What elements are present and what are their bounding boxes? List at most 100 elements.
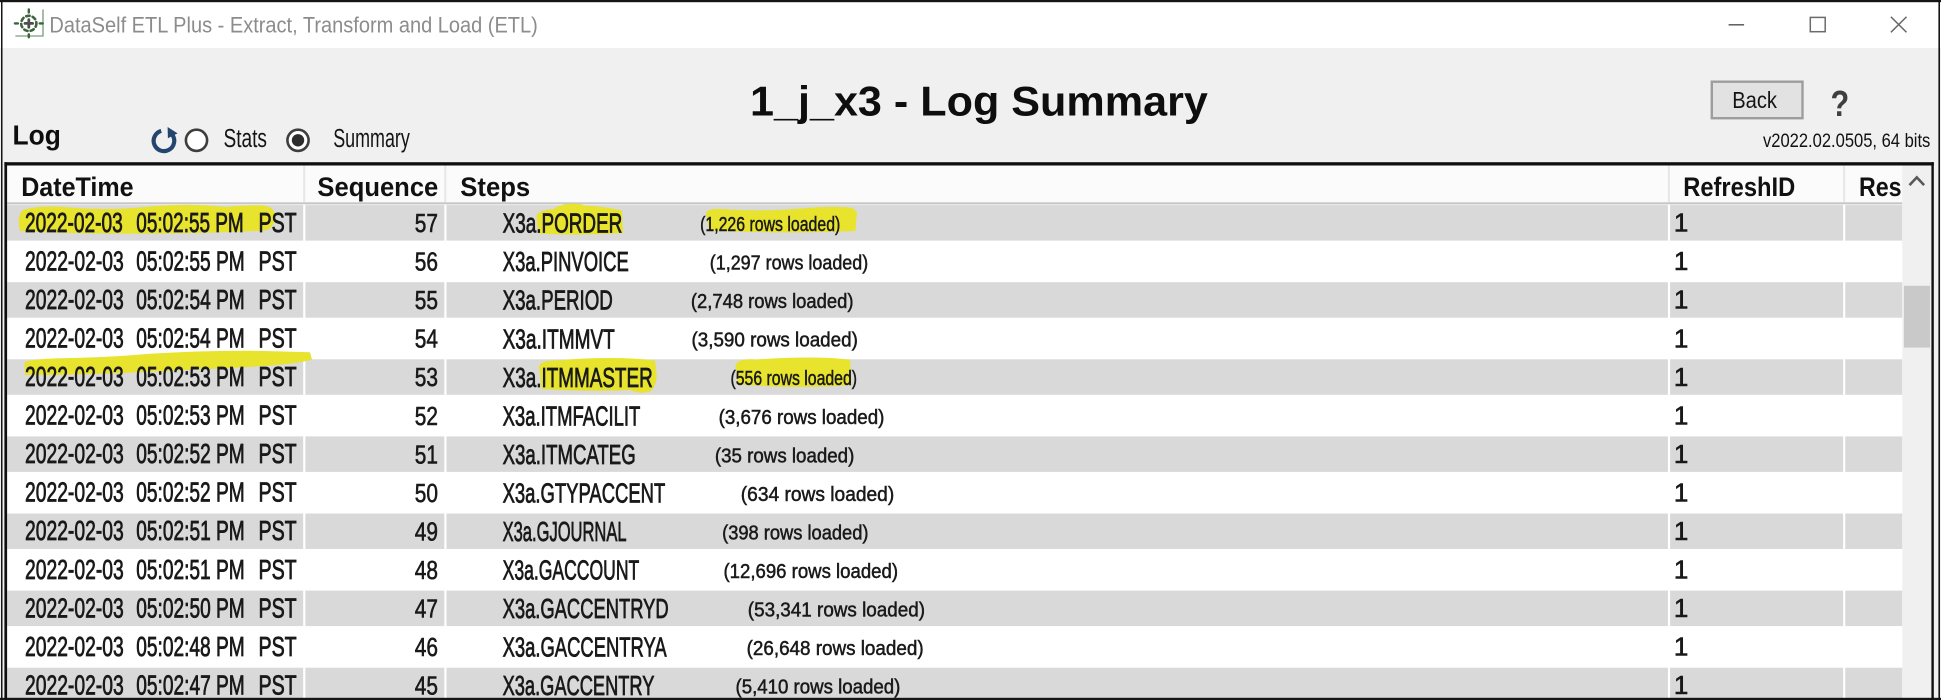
svg-text:(3,590 rows loaded): (3,590 rows loaded): [692, 329, 858, 352]
svg-text:X3a.ITMMASTER: X3a.ITMMASTER: [503, 362, 653, 394]
svg-text:50: 50: [415, 479, 438, 508]
svg-text:X3a.PERIOD: X3a.PERIOD: [503, 285, 613, 317]
svg-text:2022-02-03: 2022-02-03: [25, 362, 124, 393]
svg-text:05:02:50 PM: 05:02:50 PM: [136, 594, 244, 624]
svg-text:05:02:47 PM: 05:02:47 PM: [136, 671, 244, 700]
svg-text:RefreshID: RefreshID: [1683, 172, 1795, 202]
svg-text:53: 53: [415, 363, 438, 392]
svg-text:1: 1: [1674, 516, 1688, 546]
svg-text:(398 rows loaded): (398 rows loaded): [722, 523, 868, 545]
svg-text:2022-02-03: 2022-02-03: [25, 400, 124, 431]
svg-text:PST: PST: [259, 632, 297, 663]
svg-text:1: 1: [1674, 632, 1688, 662]
svg-text:X3a.GACCOUNT: X3a.GACCOUNT: [503, 554, 640, 585]
svg-text:PST: PST: [259, 439, 297, 470]
svg-text:(1,297 rows loaded): (1,297 rows loaded): [710, 253, 868, 275]
svg-text:PST: PST: [259, 323, 297, 354]
svg-text:PST: PST: [259, 555, 297, 586]
svg-text:PST: PST: [259, 516, 297, 547]
svg-text:Sequence: Sequence: [317, 171, 438, 202]
svg-text:2022-02-03: 2022-02-03: [25, 632, 124, 663]
svg-text:(556 rows loaded): (556 rows loaded): [731, 367, 858, 389]
svg-text:1: 1: [1674, 400, 1688, 430]
svg-text:51: 51: [415, 440, 438, 469]
svg-text:(26,648 rows loaded): (26,648 rows loaded): [747, 638, 924, 661]
svg-text:05:02:55 PM: 05:02:55 PM: [136, 247, 244, 277]
svg-text:1_j_x3 - Log Summary: 1_j_x3 - Log Summary: [750, 78, 1208, 125]
svg-text:(12,696 rows loaded): (12,696 rows loaded): [724, 561, 899, 583]
svg-text:56: 56: [415, 247, 438, 276]
svg-text:1: 1: [1674, 323, 1688, 353]
svg-text:PST: PST: [259, 285, 297, 316]
svg-text:2022-02-03: 2022-02-03: [25, 670, 124, 700]
svg-text:PST: PST: [259, 670, 297, 700]
svg-text:57: 57: [415, 209, 438, 238]
svg-text:2022-02-03: 2022-02-03: [25, 439, 124, 470]
svg-text:47: 47: [415, 594, 438, 623]
svg-text:X3a.GACCENTRYD: X3a.GACCENTRYD: [503, 594, 669, 625]
svg-text:05:02:52 PM: 05:02:52 PM: [136, 440, 244, 470]
svg-text:PST: PST: [259, 400, 297, 431]
svg-text:05:02:54 PM: 05:02:54 PM: [136, 286, 244, 316]
svg-text:05:02:53 PM: 05:02:53 PM: [136, 401, 244, 431]
svg-text:X3a.GJOURNAL: X3a.GJOURNAL: [503, 515, 627, 547]
svg-text:X3a.ITMCATEG: X3a.ITMCATEG: [503, 439, 636, 471]
svg-text:05:02:55 PM: 05:02:55 PM: [136, 209, 243, 239]
svg-text:45: 45: [415, 671, 438, 700]
svg-text:DateTime: DateTime: [21, 171, 133, 202]
svg-text:05:02:53 PM: 05:02:53 PM: [136, 363, 244, 393]
svg-text:(5,410 rows loaded): (5,410 rows loaded): [736, 676, 901, 699]
svg-text:2022-02-03: 2022-02-03: [25, 246, 124, 277]
svg-text:05:02:51 PM: 05:02:51 PM: [136, 517, 244, 547]
svg-text:Result: Result: [1859, 172, 1931, 202]
svg-text:2022-02-03: 2022-02-03: [25, 554, 124, 585]
svg-text:PST: PST: [259, 593, 297, 624]
svg-text:1: 1: [1674, 285, 1688, 315]
svg-text:05:02:51 PM: 05:02:51 PM: [136, 556, 244, 586]
svg-text:2022-02-03: 2022-02-03: [25, 477, 124, 508]
svg-text:(634 rows loaded): (634 rows loaded): [741, 483, 894, 505]
svg-text:2022-02-03: 2022-02-03: [25, 593, 124, 624]
svg-text:1: 1: [1674, 246, 1688, 276]
svg-text:Back: Back: [1732, 87, 1777, 114]
svg-text:1: 1: [1674, 208, 1688, 238]
svg-text:X3a.GACCENTRY: X3a.GACCENTRY: [503, 672, 655, 700]
svg-text:Log: Log: [13, 119, 61, 151]
svg-text:1: 1: [1674, 555, 1688, 585]
svg-text:46: 46: [415, 633, 438, 662]
svg-text:(3,676 rows loaded): (3,676 rows loaded): [719, 406, 885, 429]
svg-text:X3a.GTYPACCENT: X3a.GTYPACCENT: [503, 479, 666, 510]
svg-text:Stats: Stats: [224, 123, 267, 153]
svg-text:2022-02-03: 2022-02-03: [25, 209, 123, 239]
svg-text:2022-02-03: 2022-02-03: [25, 285, 124, 316]
svg-text:X3a.GACCENTRYA: X3a.GACCENTRYA: [503, 633, 667, 664]
svg-text:52: 52: [415, 402, 438, 431]
svg-text:1: 1: [1674, 439, 1688, 469]
svg-text:54: 54: [415, 324, 438, 353]
svg-text:(35 rows loaded): (35 rows loaded): [715, 445, 854, 468]
svg-text:?: ?: [1831, 85, 1850, 125]
svg-text:Steps: Steps: [460, 171, 530, 202]
svg-text:1: 1: [1674, 362, 1688, 392]
svg-text:X3a.PORDER: X3a.PORDER: [503, 208, 623, 240]
svg-text:v2022.02.0505, 64 bits: v2022.02.0505, 64 bits: [1763, 130, 1930, 151]
svg-text:(53,341 rows loaded): (53,341 rows loaded): [748, 599, 925, 622]
svg-text:PST: PST: [259, 362, 297, 393]
svg-text:DataSelf ETL Plus - Extract, T: DataSelf ETL Plus - Extract, Transform a…: [49, 14, 537, 38]
svg-text:1: 1: [1674, 670, 1688, 700]
svg-text:PST: PST: [259, 477, 297, 508]
svg-text:05:02:48 PM: 05:02:48 PM: [136, 633, 244, 663]
svg-text:05:02:52 PM: 05:02:52 PM: [136, 478, 244, 508]
svg-text:X3a.ITMFACILIT: X3a.ITMFACILIT: [503, 402, 641, 433]
svg-text:PST: PST: [259, 208, 297, 239]
svg-text:Summary: Summary: [333, 124, 410, 153]
svg-text:48: 48: [415, 556, 438, 585]
svg-text:(2,748 rows loaded): (2,748 rows loaded): [691, 291, 854, 313]
svg-text:1: 1: [1674, 593, 1688, 623]
svg-text:49: 49: [415, 517, 438, 546]
svg-text:2022-02-03: 2022-02-03: [25, 516, 124, 547]
svg-text:X3a.ITMMVT: X3a.ITMMVT: [503, 324, 615, 356]
svg-text:55: 55: [415, 286, 438, 315]
svg-text:1: 1: [1674, 477, 1688, 507]
svg-text:PST: PST: [259, 246, 297, 277]
